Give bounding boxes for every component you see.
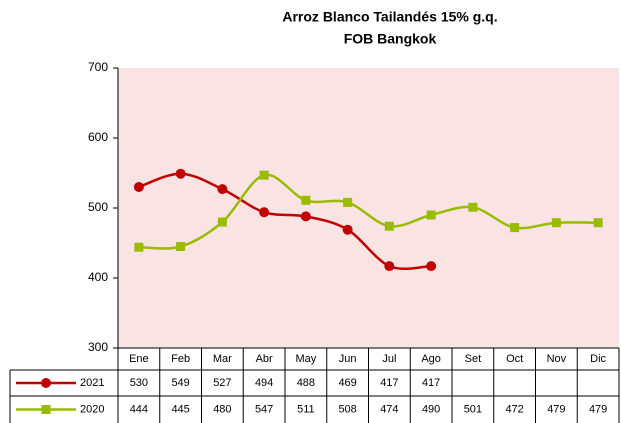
x-tick-label: Abr (256, 353, 273, 365)
point (593, 218, 603, 228)
x-tick-label: Mar (213, 353, 232, 365)
point (217, 217, 227, 227)
table-value: 417 (422, 377, 440, 389)
table-value: 508 (338, 403, 356, 415)
point (510, 223, 520, 233)
point (300, 211, 311, 222)
x-tick-label: Ago (421, 353, 441, 365)
table-value: 547 (255, 403, 273, 415)
table-value: 530 (130, 377, 148, 389)
table-value: 488 (297, 377, 315, 389)
table-value: 472 (505, 403, 523, 415)
table-value: 445 (171, 403, 189, 415)
y-tick-label: 700 (88, 60, 108, 74)
table-value: 479 (547, 403, 565, 415)
table-value: 511 (297, 403, 315, 415)
legend-marker (41, 378, 51, 388)
y-tick-label: 500 (88, 200, 108, 214)
point (176, 242, 186, 251)
legend-label: 2020 (80, 403, 104, 415)
x-tick-label: Nov (547, 353, 567, 365)
table-value: 501 (464, 403, 482, 415)
point (175, 168, 186, 179)
point (133, 182, 144, 192)
y-tick-label: 300 (88, 340, 108, 354)
point (217, 184, 228, 195)
chart-subtitle: FOB Bangkok (344, 31, 437, 47)
y-tick-label: 600 (88, 130, 108, 144)
chart-title: Arroz Blanco Tailandés 15% g.q. (282, 9, 497, 25)
legend-label: 2021 (80, 377, 104, 389)
point (384, 261, 395, 272)
x-tick-label: Set (465, 353, 482, 365)
point (426, 261, 437, 272)
point (468, 202, 478, 212)
point (342, 224, 353, 235)
table-value: 479 (589, 403, 607, 415)
point (259, 207, 270, 218)
table-value: 444 (130, 403, 148, 415)
point (551, 218, 561, 228)
x-tick-label: Jun (339, 353, 357, 365)
x-tick-label: Feb (171, 353, 190, 365)
legend-marker (41, 405, 51, 414)
x-tick-label: May (295, 353, 316, 365)
point (384, 221, 394, 231)
point (426, 210, 436, 220)
table-value: 474 (380, 403, 398, 415)
table-value: 549 (171, 377, 189, 389)
table-value: 469 (338, 377, 356, 389)
point (134, 242, 144, 252)
x-tick-label: Jul (382, 353, 396, 365)
table-value: 490 (422, 403, 440, 415)
point (259, 170, 269, 180)
y-tick-label: 400 (88, 270, 108, 284)
table-value: 494 (255, 377, 273, 389)
plot-area (118, 68, 619, 348)
point (343, 197, 353, 207)
table-value: 480 (213, 403, 231, 415)
table-value: 527 (213, 377, 231, 389)
x-tick-label: Dic (590, 353, 606, 365)
x-tick-label: Oct (506, 353, 523, 365)
x-tick-label: Ene (129, 353, 149, 365)
table-value: 417 (380, 377, 398, 389)
point (301, 195, 311, 205)
